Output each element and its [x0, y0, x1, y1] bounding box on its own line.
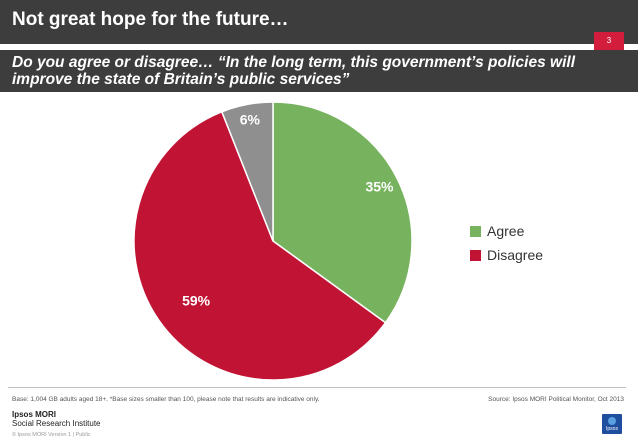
logo-line-1: Ipsos MORI: [12, 410, 57, 419]
pie-label-disagree: 59%: [182, 293, 211, 309]
ipsos-mori-logo: Ipsos MORI Social Research Institute: [12, 410, 101, 428]
pie-label-agree: 35%: [365, 179, 394, 195]
legend-label-disagree: Disagree: [487, 247, 544, 263]
question-bar: [0, 50, 638, 92]
pie-slice-disagree: [133, 110, 387, 381]
base-note: Base: 1,004 GB adults aged 18+. *Base si…: [12, 396, 320, 403]
legend: Agree Disagree: [470, 222, 543, 270]
pie-slice-dont-know: [220, 101, 274, 242]
page-number-badge: 3: [594, 32, 624, 50]
legend-swatch-disagree: [470, 249, 481, 261]
pie-slice-agree: [272, 101, 413, 324]
slide-title: Not great hope for the future…: [12, 9, 289, 30]
pie-chart: 35% 59% 6%: [133, 101, 413, 381]
source-note: Source: Ipsos MORI Political Monitor, Oc…: [488, 396, 624, 403]
footer-divider: [8, 387, 626, 388]
legend-item-agree: Agree: [470, 222, 543, 240]
logo-line-2: Social Research Institute: [12, 419, 101, 428]
pie-slices: [133, 101, 413, 381]
question-text: Do you agree or disagree… “In the long t…: [12, 54, 576, 88]
legend-swatch-agree: [470, 225, 481, 237]
pie-label-dont-know: 6%: [240, 111, 261, 127]
copyright: © Ipsos MORI Version 1 | Public: [12, 432, 91, 438]
title-bar: [0, 0, 638, 44]
legend-label-agree: Agree: [487, 223, 525, 239]
ipsos-logo-badge: Ipsos: [602, 414, 622, 434]
pie-labels: 35% 59% 6%: [182, 111, 394, 308]
legend-item-disagree: Disagree: [470, 246, 543, 264]
